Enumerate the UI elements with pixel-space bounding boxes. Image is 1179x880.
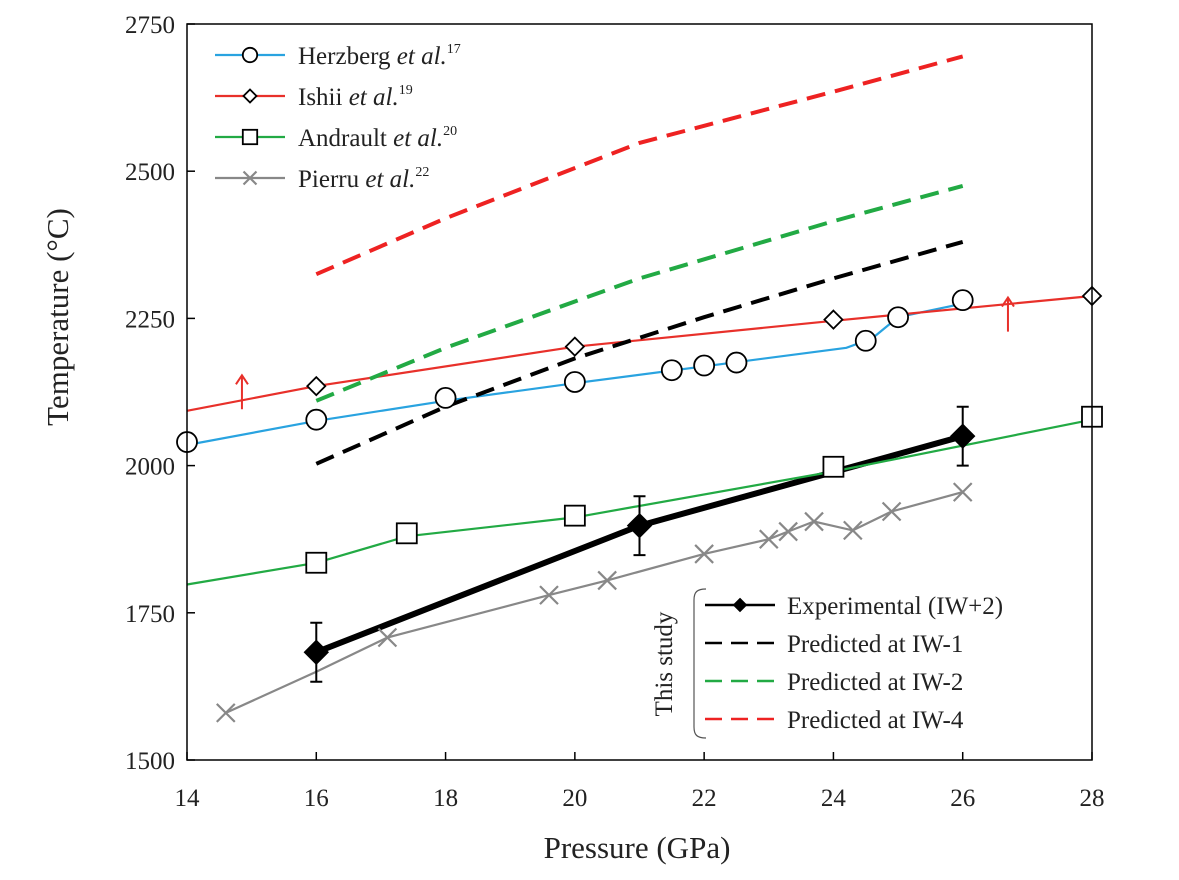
pierru-et-al-point [881, 501, 902, 522]
predicted-at-iw-4-line [315, 54, 964, 277]
andrault-et-al-legend-label: Andrault et al.20 [298, 124, 457, 152]
experimental-iw-2-point [626, 512, 653, 539]
andrault-et-al-point [305, 551, 328, 574]
y-tick-label: 2500 [125, 159, 175, 186]
predicted-at-iw-2-legend-label: Predicted at IW-2 [787, 669, 963, 696]
pierru-et-al-point [216, 703, 236, 723]
x-tick-label: 16 [304, 785, 329, 812]
pierru-et-al-point [759, 529, 779, 549]
y-tick-label: 1500 [125, 748, 175, 775]
predicted-at-iw-1-line [315, 239, 964, 466]
pierru-et-al-point [952, 482, 973, 502]
ishii-et-al-point [564, 336, 586, 357]
y-tick-label: 2250 [125, 306, 175, 333]
pierru-et-al-point [694, 544, 714, 564]
andrault-et-al-line [186, 418, 1093, 586]
ishii-et-al-line [186, 294, 1093, 412]
andrault-et-al-legend-marker [241, 128, 259, 146]
pierru-et-al-legend-label: Pierru et al.22 [298, 165, 429, 193]
x-tick-label: 28 [1080, 785, 1105, 812]
predicted-at-iw-4-legend-label: Predicted at IW-4 [787, 707, 964, 734]
y-axis-title: Temperature (°C) [40, 208, 75, 426]
x-tick-label: 20 [562, 785, 587, 812]
herzberg-et-al-legend-marker [241, 46, 259, 64]
herzberg-et-al-legend-label: Herzberg et al.17 [298, 42, 461, 70]
andrault-et-al-point [822, 455, 845, 478]
y-tick-label: 2000 [125, 454, 175, 481]
ishii-et-al-legend-label: Ishii et al.19 [298, 83, 413, 111]
herzberg-et-al-point [725, 351, 748, 374]
andrault-et-al-point [395, 522, 418, 545]
pierru-et-al-point [597, 570, 617, 591]
ishii-et-al-legend-marker [242, 88, 258, 104]
experimental-iw-2-legend-marker [732, 597, 748, 613]
pierru-et-al-point [804, 511, 824, 532]
pierru-et-al-point [778, 521, 798, 542]
herzberg-et-al-point [660, 359, 683, 382]
ishii-et-al-lower-bound-arrow [235, 373, 249, 410]
predicted-at-iw-1-legend-label: Predicted at IW-1 [787, 631, 963, 658]
x-axis-title: Pressure (GPa) [544, 830, 731, 865]
x-tick-label: 18 [433, 785, 458, 812]
herzberg-et-al-point [951, 289, 974, 312]
x-tick-label: 14 [175, 785, 201, 812]
y-tick-label: 2750 [125, 12, 175, 39]
pierru-et-al-legend-marker [242, 170, 258, 186]
experimental-iw-2-point [950, 423, 976, 449]
study-bracket [693, 588, 707, 739]
herzberg-et-al-point [563, 371, 586, 393]
ishii-et-al-lower-bound-arrow [1001, 295, 1015, 332]
x-tick-label: 24 [821, 785, 847, 812]
pierru-et-al-point [843, 520, 863, 541]
pierru-et-al-point [377, 627, 398, 648]
ishii-et-al-point [823, 309, 844, 330]
experimental-iw-2-legend-label: Experimental (IW+2) [787, 593, 1003, 620]
ishii-et-al-point [306, 375, 327, 397]
pierru-et-al-point [539, 585, 559, 605]
y-tick-label: 1750 [125, 601, 175, 628]
herzberg-et-al-point [305, 408, 328, 431]
x-tick-label: 26 [950, 785, 975, 812]
plot-frame [186, 23, 1093, 761]
herzberg-et-al-point [693, 354, 716, 377]
herzberg-et-al-point [434, 386, 457, 409]
herzberg-et-al-point [887, 306, 909, 329]
andrault-et-al-point [563, 504, 586, 527]
experimental-iw-2-point [303, 639, 329, 665]
pierru-et-al-line [225, 491, 963, 714]
x-tick-label: 22 [692, 785, 717, 812]
herzberg-et-al-point [854, 329, 877, 352]
study-bracket-label: This study [651, 611, 678, 716]
predicted-at-iw-2-line [315, 183, 964, 403]
